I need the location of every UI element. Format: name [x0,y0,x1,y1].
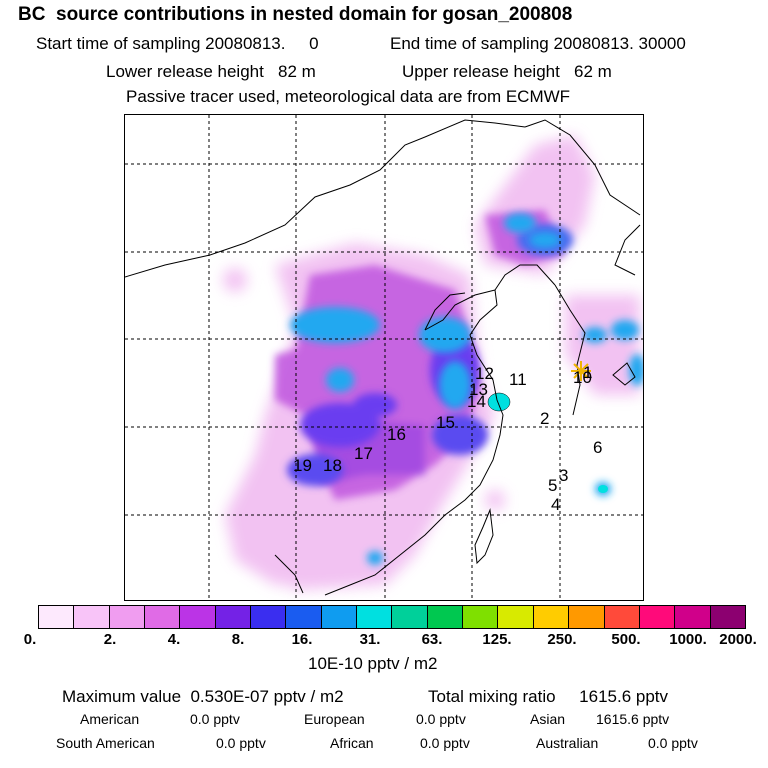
colorbar-segment [498,606,534,628]
marker-label: 3 [559,466,568,485]
marker-label: 10 [573,368,592,387]
region-value: 1615.6 pptv [596,711,670,727]
source-labels: 1 2 3 4 5 6 10 11 12 13 14 15 16 17 18 1… [293,363,602,514]
marker-label: 2 [540,409,549,428]
colorbar-tick: 500. [611,631,641,648]
region-value: 0.0 pptv [420,735,470,751]
colorbar-units: 10E-10 pptv / m2 [308,654,438,673]
colorbar-segment [569,606,605,628]
map-canvas: 1 2 3 4 5 6 10 11 12 13 14 15 16 17 18 1… [125,115,643,600]
region-name: Asian [530,711,566,727]
marker-label: 16 [387,425,406,444]
colorbar-tick: 1000. [669,631,707,648]
colorbar-tick: 0. [23,631,37,648]
marker-label: 13 [469,380,488,399]
map-panel: 1 2 3 4 5 6 10 11 12 13 14 15 16 17 18 1… [124,114,644,601]
colorbar-segment [639,606,676,628]
marker-label: 6 [593,438,602,457]
marker-label: 17 [354,444,373,463]
colorbar-tick: 125. [482,631,512,648]
plot-title: BC source contributions in nested domain… [18,4,573,25]
region-name: African [330,735,374,751]
colorbar-segment [533,606,570,628]
colorbar-tick: 63. [421,631,443,648]
colorbar-segment [357,606,393,628]
receptor-marker [571,361,591,381]
marker-label: 14 [467,392,486,411]
colorbar-tick: 2. [103,631,117,648]
colorbar-tick: 31. [359,631,381,648]
coastlines [125,119,641,596]
region-value: 0.0 pptv [648,735,698,751]
upper-release-height: Upper release height 62 m [402,62,612,81]
colorbar-segment [215,606,252,628]
marker-label: 4 [551,495,560,514]
tracer-note: Passive tracer used, meteorological data… [126,87,571,106]
marker-label: 12 [475,364,494,383]
colorbar [38,605,746,629]
region-name: South American [56,735,155,751]
region-name: American [80,711,140,727]
colorbar-segment [392,606,428,628]
colorbar-segment [321,606,358,628]
region-name: European [304,711,365,727]
region-value: 0.0 pptv [216,735,266,751]
colorbar-segment [710,606,745,628]
marker-label: 1 [583,363,592,382]
marker-label: 19 [293,456,312,475]
colorbar-tick: 4. [167,631,181,648]
total-mixing-ratio: Total mixing ratio 1615.6 pptv [428,687,669,706]
lower-release-height: Lower release height 82 m [106,62,316,81]
marker-label: 5 [548,476,557,495]
marker-label: 15 [436,413,455,432]
colorbar-segment [145,606,181,628]
colorbar-segment [675,606,711,628]
colorbar-segment [286,606,322,628]
region-name: Australian [536,735,599,751]
graticule [125,115,643,600]
colorbar-segment [427,606,464,628]
colorbar-segment [39,606,75,628]
region-value: 0.0 pptv [190,711,240,727]
colorbar-tick: 8. [231,631,245,648]
colorbar-segment [74,606,110,628]
colorbar-tick: 16. [291,631,313,648]
colorbar-segment [109,606,146,628]
marker-label: 18 [323,456,342,475]
colorbar-tick: 2000. [719,631,757,648]
end-time: End time of sampling 20080813. 30000 [390,34,686,53]
maximum-value: Maximum value 0.530E-07 pptv / m2 [62,687,344,706]
colorbar-segment [251,606,287,628]
region-value: 0.0 pptv [416,711,466,727]
colorbar-segment [604,606,640,628]
marker-label: 11 [509,370,527,389]
colorbar-tick: 250. [547,631,577,648]
colorbar-segment [463,606,499,628]
colorbar-segment [180,606,216,628]
start-time: Start time of sampling 20080813. 0 [36,34,319,53]
